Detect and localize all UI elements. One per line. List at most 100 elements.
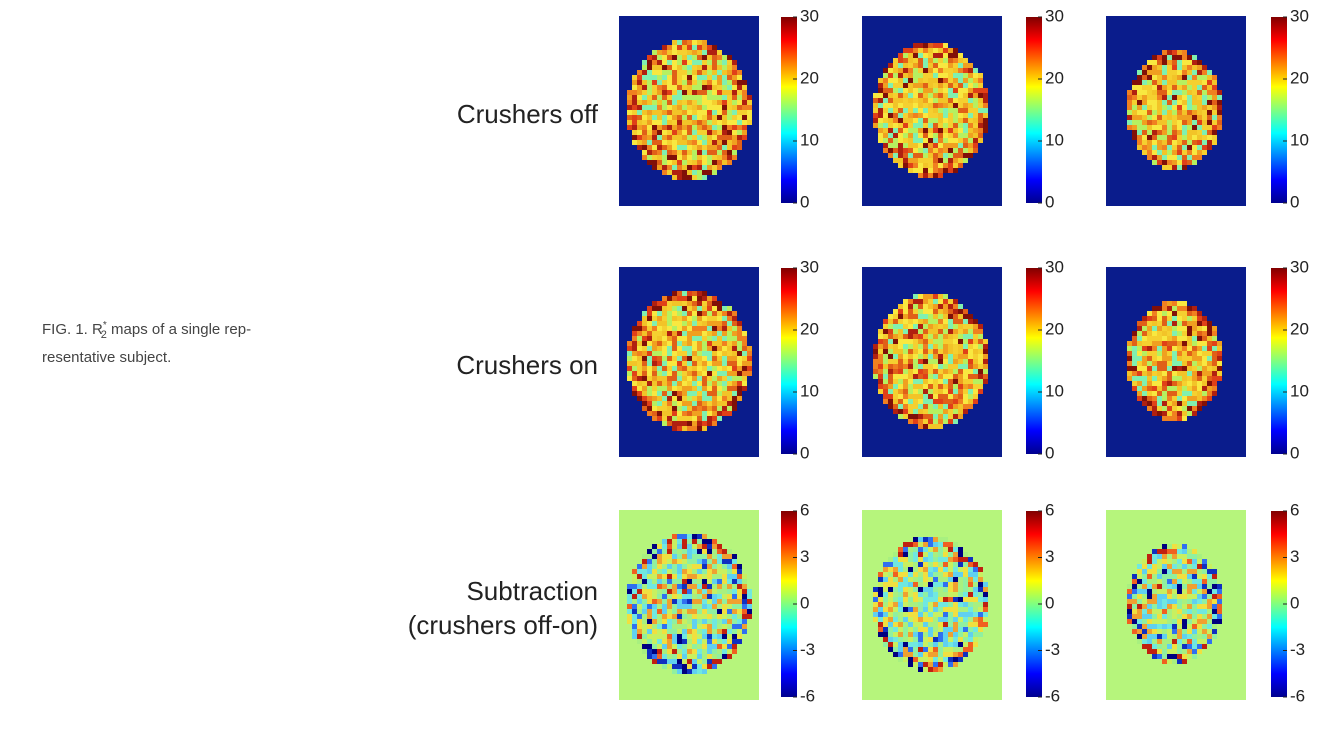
- map-pixel: [672, 336, 677, 341]
- map-pixel: [908, 602, 913, 607]
- map-pixel: [737, 140, 742, 145]
- map-pixel: [963, 334, 968, 339]
- map-pixel: [657, 559, 662, 564]
- map-pixel: [893, 364, 898, 369]
- map-pixel: [1157, 391, 1162, 396]
- map-pixel: [712, 85, 717, 90]
- map-pixel: [737, 351, 742, 356]
- map-pixel: [1182, 634, 1187, 639]
- map-pixel: [692, 579, 697, 584]
- map-pixel: [632, 391, 637, 396]
- map-pixel: [898, 562, 903, 567]
- map-pixel: [687, 584, 692, 589]
- colorbar-tick-label: 6: [1290, 500, 1299, 519]
- map-pixel: [1172, 336, 1177, 341]
- map-pixel: [1172, 416, 1177, 421]
- map-pixel: [903, 319, 908, 324]
- colorbar-tick-label: 30: [1290, 6, 1309, 25]
- map-pixel: [963, 93, 968, 98]
- map-pixel: [883, 128, 888, 133]
- map-pixel: [1162, 371, 1167, 376]
- map-pixel: [963, 153, 968, 158]
- map-pixel: [933, 637, 938, 642]
- map-pixel: [712, 629, 717, 634]
- map-pixel: [1142, 569, 1147, 574]
- map-pixel: [923, 419, 928, 424]
- map-pixel: [657, 624, 662, 629]
- map-pixel: [918, 339, 923, 344]
- map-pixel: [1197, 80, 1202, 85]
- map-pixel: [1182, 589, 1187, 594]
- map-pixel: [697, 296, 702, 301]
- map-pixel: [903, 627, 908, 632]
- map-pixel: [1177, 401, 1182, 406]
- map-pixel: [1147, 386, 1152, 391]
- map-pixel: [978, 123, 983, 128]
- map-pixel: [692, 426, 697, 431]
- map-pixel: [677, 549, 682, 554]
- map-pixel: [1152, 406, 1157, 411]
- map-pixel: [1142, 75, 1147, 80]
- map-pixel: [1167, 301, 1172, 306]
- map-pixel: [662, 135, 667, 140]
- map-pixel: [1212, 125, 1217, 130]
- map-pixel: [687, 554, 692, 559]
- map-pixel: [697, 411, 702, 416]
- map-pixel: [888, 394, 893, 399]
- map-pixel: [1202, 569, 1207, 574]
- map-pixel: [903, 63, 908, 68]
- map-pixel: [1152, 391, 1157, 396]
- map-pixel: [1137, 105, 1142, 110]
- map-pixel: [672, 60, 677, 65]
- brain-map: [619, 16, 759, 206]
- map-pixel: [1172, 110, 1177, 115]
- map-pixel: [632, 614, 637, 619]
- map-pixel: [1132, 371, 1137, 376]
- map-pixel: [642, 70, 647, 75]
- map-pixel: [1142, 356, 1147, 361]
- map-pixel: [1142, 110, 1147, 115]
- map-pixel: [707, 584, 712, 589]
- map-pixel: [687, 619, 692, 624]
- map-pixel: [943, 542, 948, 547]
- map-pixel: [1212, 579, 1217, 584]
- map-pixel: [717, 654, 722, 659]
- map-pixel: [632, 90, 637, 95]
- map-pixel: [737, 346, 742, 351]
- colorbar-tick-label: 10: [1045, 381, 1064, 400]
- map-pixel: [742, 80, 747, 85]
- map-pixel: [948, 63, 953, 68]
- map-pixel: [732, 100, 737, 105]
- map-pixel: [717, 115, 722, 120]
- map-pixel: [903, 344, 908, 349]
- map-pixel: [948, 557, 953, 562]
- map-pixel: [692, 351, 697, 356]
- map-pixel: [702, 351, 707, 356]
- map-pixel: [928, 113, 933, 118]
- map-pixel: [687, 40, 692, 45]
- map-pixel: [637, 90, 642, 95]
- map-pixel: [1162, 336, 1167, 341]
- map-pixel: [1207, 326, 1212, 331]
- map-pixel: [1187, 649, 1192, 654]
- map-pixel: [903, 542, 908, 547]
- map-pixel: [712, 659, 717, 664]
- map-pixel: [953, 662, 958, 667]
- map-pixel: [737, 579, 742, 584]
- map-pixel: [707, 396, 712, 401]
- map-pixel: [938, 143, 943, 148]
- map-pixel: [938, 163, 943, 168]
- map-pixel: [707, 356, 712, 361]
- map-pixel: [672, 331, 677, 336]
- map-pixel: [657, 65, 662, 70]
- map-pixel: [1172, 130, 1177, 135]
- map-pixel: [898, 163, 903, 168]
- map-pixel: [632, 584, 637, 589]
- map-pixel: [918, 113, 923, 118]
- map-pixel: [677, 291, 682, 296]
- map-pixel: [677, 65, 682, 70]
- map-pixel: [963, 602, 968, 607]
- map-pixel: [647, 150, 652, 155]
- map-pixel: [687, 296, 692, 301]
- map-pixel: [1167, 594, 1172, 599]
